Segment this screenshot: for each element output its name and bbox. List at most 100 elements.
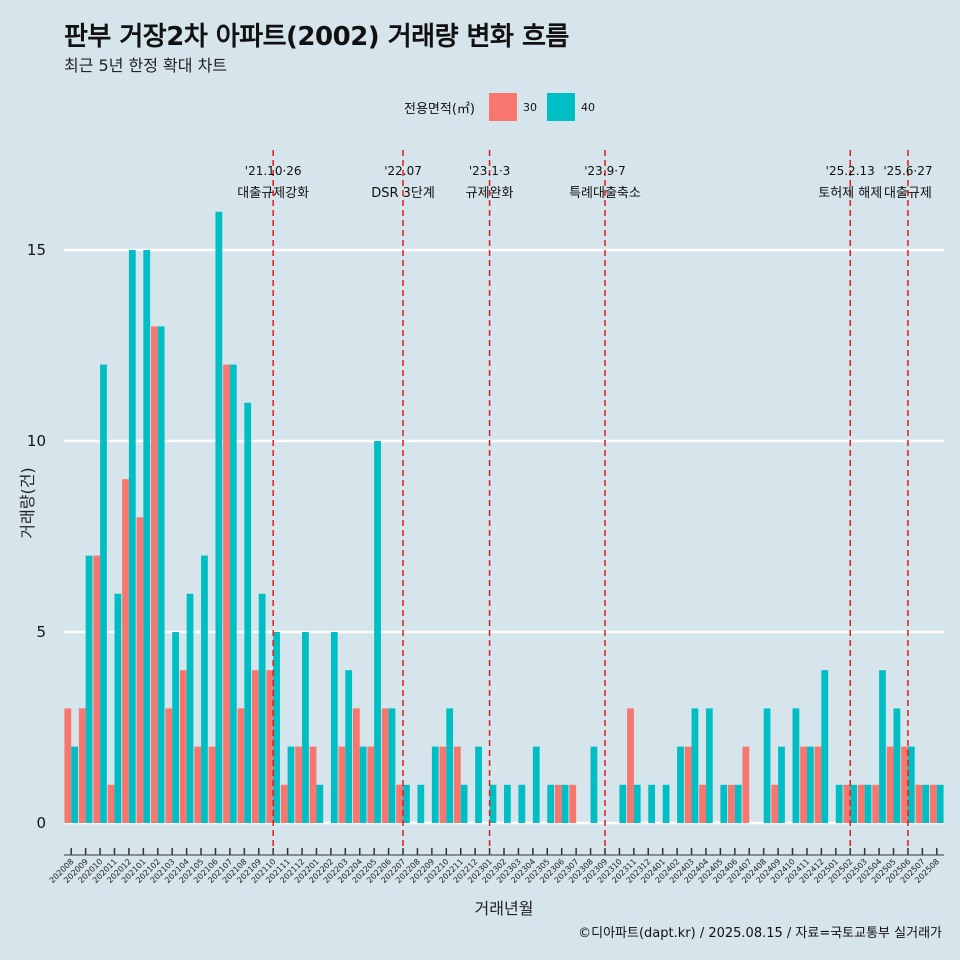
- bar-40-202101: [143, 250, 151, 823]
- legend-label-30: 30: [522, 100, 537, 114]
- bar-40-202010: [100, 364, 107, 823]
- event-label: DSR 3단계: [371, 186, 435, 201]
- bar-40-202508: [936, 784, 944, 823]
- bar-40-202302: [504, 784, 511, 823]
- bar-40-202008: [71, 746, 78, 823]
- bar-30-202207: [396, 784, 404, 823]
- bar-40-202106: [215, 211, 223, 824]
- event-date: '25.6·27: [883, 164, 932, 178]
- bar-40-202304: [532, 746, 540, 823]
- bar-30-202307: [569, 784, 577, 823]
- bar-40-202308: [590, 746, 598, 823]
- bar-40-202211: [460, 784, 468, 823]
- bar-40-202204: [359, 746, 367, 823]
- bar-30-202311: [627, 708, 634, 823]
- bar-40-202012: [128, 250, 136, 823]
- bar-30-202103: [165, 708, 173, 823]
- legend-item-40: 40: [546, 93, 595, 121]
- bar-40-202312: [648, 784, 656, 823]
- bar-40-202403: [691, 708, 699, 823]
- bar-40-202506: [907, 746, 915, 823]
- bar-40-202504: [879, 670, 886, 823]
- bar-30-202204: [352, 708, 360, 823]
- bar-40-202305: [547, 784, 555, 823]
- bar-30-202206: [381, 708, 389, 823]
- bar-30-202503: [857, 784, 865, 823]
- bar-40-202404: [705, 708, 713, 823]
- bar-40-202011: [114, 593, 122, 823]
- bar-40-202301: [489, 784, 497, 823]
- bar-30-202411: [800, 746, 807, 823]
- legend-swatch-30: [488, 93, 517, 121]
- bar-30-202105: [194, 746, 202, 823]
- bar-40-202501: [835, 784, 843, 823]
- bar-30-202110: [266, 670, 274, 823]
- legend-item-30: 30: [488, 93, 537, 121]
- source-caption: ©디아파트(dapt.kr) / 2025.08.15 / 자료=국토교통부 실…: [578, 926, 942, 941]
- bar-40-202405: [720, 784, 728, 823]
- y-axis-title: 거래량(건): [18, 467, 37, 538]
- bar-30-202211: [453, 746, 461, 823]
- bar-40-202111: [287, 746, 295, 823]
- bar-30-202502: [843, 784, 851, 823]
- bar-40-202207: [403, 784, 410, 823]
- bar-40-202406: [734, 784, 742, 823]
- event-label: 토허제 해제: [818, 186, 882, 201]
- legend-label-40: 40: [580, 100, 595, 114]
- bar-40-202303: [518, 784, 526, 823]
- bar-40-202507: [922, 784, 930, 823]
- event-label: 특례대출축소: [569, 186, 641, 201]
- chart-title: 판부 거장2차 아파트(2002) 거래량 변화 흐름: [64, 22, 569, 52]
- bar-30-202008: [64, 708, 72, 823]
- x-axis-title: 거래년월: [475, 899, 534, 918]
- bar-40-202104: [186, 593, 194, 823]
- bar-30-202101: [136, 517, 144, 823]
- legend: 전용면적(㎡) 30 40: [404, 93, 595, 121]
- bar-40-202410: [792, 708, 800, 823]
- bar-40-202503: [864, 784, 872, 823]
- bar-30-202407: [742, 746, 750, 823]
- bar-40-202409: [778, 746, 785, 823]
- bar-30-202201: [309, 746, 317, 823]
- bar-40-202210: [446, 708, 454, 823]
- bar-40-202206: [388, 708, 396, 823]
- bar-40-202109: [258, 593, 266, 823]
- bar-40-202112: [302, 632, 309, 823]
- bar-30-202112: [295, 746, 303, 823]
- bar-40-202203: [345, 670, 353, 823]
- bar-40-202402: [677, 746, 684, 823]
- event-date: '22.07: [384, 164, 422, 178]
- bar-30-202508: [930, 784, 937, 823]
- bar-40-202202: [330, 632, 338, 823]
- bar-30-202012: [122, 479, 129, 823]
- event-label: 대출규제강화: [237, 186, 309, 201]
- bar-30-202412: [814, 746, 822, 823]
- bar-30-202011: [107, 784, 115, 823]
- chart-subtitle: 최근 5년 한정 확대 차트: [64, 56, 228, 75]
- event-markers: '21.10·26 대출규제강화 '22.07 DSR 3단계 '23.1·3 규제완화 '…: [237, 150, 932, 848]
- legend-title: 전용면적(㎡): [404, 101, 475, 117]
- bar-40-202105: [201, 555, 208, 823]
- bar-30-202406: [728, 784, 735, 823]
- bar-40-202209: [431, 746, 439, 823]
- bar-30-202306: [554, 784, 562, 823]
- bar-40-202102: [157, 326, 165, 823]
- bar-40-202208: [417, 784, 425, 823]
- event-label: 대출규제: [884, 186, 932, 201]
- bar-40-202310: [619, 784, 627, 823]
- bar-40-202103: [172, 632, 179, 823]
- bar-30-202107: [223, 364, 230, 823]
- bar-30-202108: [237, 708, 245, 823]
- bar-30-202404: [699, 784, 706, 823]
- bar-30-202506: [901, 746, 908, 823]
- bar-30-202104: [179, 670, 187, 823]
- event-date: '25.2.13: [826, 164, 875, 178]
- bar-40-202411: [806, 746, 814, 823]
- bar-30-202507: [915, 784, 923, 823]
- y-tick-label: 15: [27, 241, 46, 259]
- bar-30-202106: [208, 746, 216, 823]
- bar-30-202203: [338, 746, 346, 823]
- bar-30-202102: [150, 326, 158, 823]
- bar-30-202505: [886, 746, 894, 823]
